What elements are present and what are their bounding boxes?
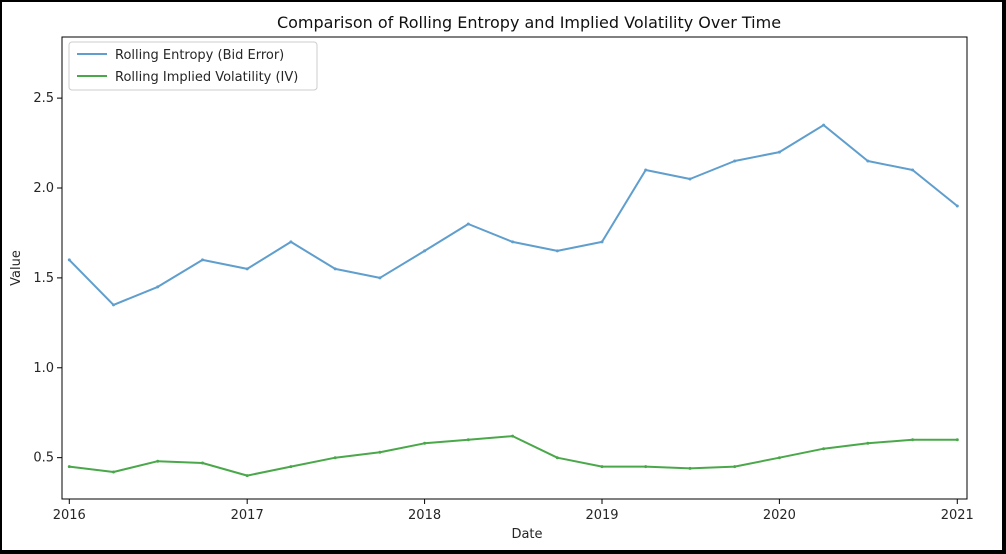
data-point — [911, 438, 915, 442]
y-axis-ticks: 0.5 1.0 1.5 2.0 2.5 — [33, 91, 62, 466]
data-point — [378, 450, 382, 454]
data-point — [644, 168, 648, 172]
data-point — [600, 240, 604, 244]
data-point — [555, 249, 559, 253]
data-point — [555, 456, 559, 460]
y-tick-label: 1.5 — [33, 271, 54, 286]
y-axis-title: Value — [9, 250, 24, 286]
data-point — [688, 177, 692, 181]
legend-label-iv: Rolling Implied Volatility (IV) — [115, 70, 298, 85]
y-tick-label: 2.0 — [33, 181, 54, 196]
data-point — [156, 459, 160, 463]
data-point — [600, 465, 604, 469]
data-point — [911, 168, 915, 172]
x-tick-label: 2021 — [941, 508, 974, 523]
data-point — [866, 159, 870, 163]
data-point — [67, 258, 71, 262]
x-tick-label: 2019 — [585, 508, 618, 523]
data-point — [245, 474, 249, 478]
legend: Rolling Entropy (Bid Error) Rolling Impl… — [68, 41, 318, 91]
data-point — [777, 456, 781, 460]
data-point — [378, 276, 382, 280]
data-point — [511, 434, 515, 438]
x-axis-ticks: 2016 2017 2018 2019 2020 2021 — [53, 499, 974, 523]
data-point — [333, 456, 337, 460]
data-point — [733, 465, 737, 469]
data-point — [333, 267, 337, 271]
data-point — [466, 222, 470, 226]
data-point — [955, 204, 959, 208]
data-point — [245, 267, 249, 271]
data-point — [688, 466, 692, 470]
data-point — [156, 285, 160, 289]
chart-title: Comparison of Rolling Entropy and Implie… — [277, 13, 781, 32]
x-axis-title: Date — [511, 527, 542, 542]
data-point — [822, 447, 826, 451]
data-point — [955, 438, 959, 442]
x-tick-label: 2020 — [763, 508, 796, 523]
data-point — [289, 465, 293, 469]
data-point — [511, 240, 515, 244]
data-point — [733, 159, 737, 163]
data-point — [201, 258, 204, 262]
data-point — [423, 249, 427, 253]
plot-area — [61, 36, 968, 500]
data-point — [644, 465, 648, 469]
legend-box — [68, 41, 318, 91]
x-tick-label: 2016 — [53, 508, 86, 523]
x-tick-label: 2017 — [231, 508, 264, 523]
y-tick-label: 1.0 — [33, 361, 54, 376]
data-point — [201, 461, 204, 465]
data-point — [466, 438, 470, 442]
data-point — [822, 123, 826, 127]
data-point — [423, 441, 427, 445]
series-layer — [67, 123, 959, 478]
legend-label-entropy: Rolling Entropy (Bid Error) — [115, 48, 284, 63]
y-tick-label: 2.5 — [33, 91, 54, 106]
data-point — [866, 441, 870, 445]
data-point — [289, 240, 293, 244]
y-tick-label: 0.5 — [33, 451, 54, 466]
data-point — [112, 303, 115, 307]
data-point — [777, 150, 781, 154]
x-tick-label: 2018 — [408, 508, 441, 523]
data-point — [67, 465, 71, 469]
data-point — [112, 470, 115, 474]
